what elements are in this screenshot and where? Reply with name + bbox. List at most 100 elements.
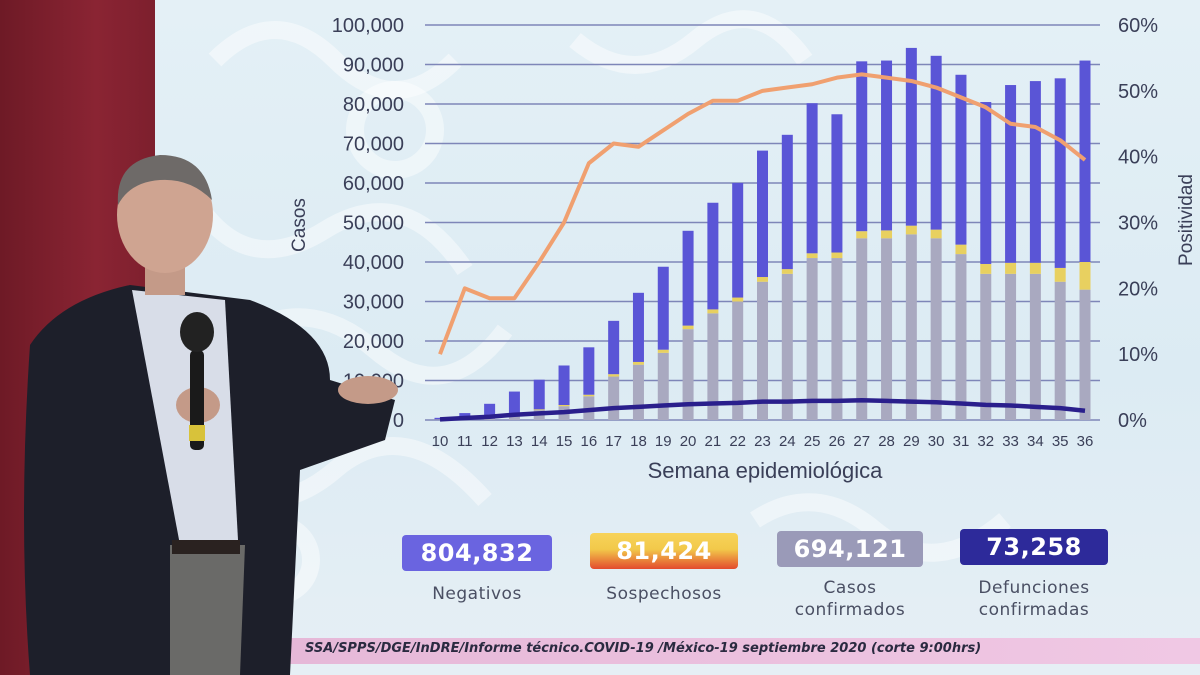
- bar-segment-2: [508, 391, 520, 414]
- sospechosos-caption: Sospechosos: [606, 584, 722, 604]
- bar-segment-0: [980, 273, 992, 420]
- x-tick-label: 28: [878, 433, 895, 450]
- bar-segment-2: [1054, 78, 1066, 268]
- bar-segment-1: [657, 349, 669, 353]
- y2-tick-label: 20%: [1118, 278, 1158, 300]
- bar-segment-1: [707, 309, 719, 314]
- bar-segment-0: [1005, 273, 1017, 420]
- bar-segment-1: [806, 253, 818, 259]
- bar-segment-0: [781, 273, 793, 420]
- defunciones-value: 73,258: [986, 533, 1082, 561]
- microphone-band: [189, 425, 205, 441]
- presenter-hair: [117, 155, 212, 205]
- bar-segment-1: [930, 229, 942, 239]
- presenter-belt: [172, 540, 240, 554]
- bar-segment-2: [955, 74, 967, 245]
- bar-segment-2: [1005, 85, 1017, 263]
- confirmados-value: 694,121: [793, 535, 907, 563]
- x-tick-label: 29: [903, 433, 920, 450]
- bar-segment-0: [1079, 289, 1091, 420]
- x-tick-label: 24: [779, 433, 796, 450]
- bar-segment-1: [1005, 262, 1017, 274]
- bar-segment-1: [955, 244, 967, 255]
- x-tick-label: 31: [953, 433, 970, 450]
- bar-segment-2: [558, 365, 570, 405]
- x-tick-label: 12: [481, 433, 498, 450]
- bar-segment-2: [707, 202, 719, 310]
- bar-segment-0: [831, 258, 843, 420]
- bar-segment-1: [558, 404, 570, 407]
- defunciones-badge: 73,258: [960, 529, 1108, 565]
- bar-segment-1: [831, 252, 843, 259]
- bar-segment-0: [508, 414, 520, 420]
- y-tick-label: 70,000: [343, 134, 404, 156]
- bar-segment-2: [757, 150, 768, 278]
- bar-segment-2: [1079, 60, 1091, 262]
- x-tick-label: 17: [605, 433, 622, 450]
- x-tick-label: 19: [655, 433, 672, 450]
- bar-segment-1: [632, 361, 644, 365]
- y2-axis-ticks: 60% 50% 40% 30% 20% 10% 0%: [1118, 15, 1158, 432]
- y-tick-label: 30,000: [343, 292, 404, 314]
- chart-bars: [434, 47, 1091, 420]
- bar-segment-2: [533, 379, 545, 410]
- source-footer-bar: [280, 638, 1200, 664]
- bar-segment-1: [1029, 262, 1041, 274]
- x-tick-label: 13: [506, 433, 523, 450]
- bar-segment-0: [905, 234, 917, 420]
- bar-segment-1: [781, 269, 793, 274]
- x-tick-label: 33: [1002, 433, 1019, 450]
- bar-segment-0: [930, 238, 942, 420]
- bar-segment-0: [632, 364, 644, 420]
- chart-lines: [438, 72, 1087, 422]
- bar-segment-1: [682, 325, 694, 330]
- bar-segment-2: [881, 60, 893, 231]
- bar-segment-0: [806, 258, 818, 420]
- bar-segment-0: [881, 238, 893, 420]
- bar-segment-2: [732, 183, 744, 298]
- x-axis-ticks: 10 11 12 13 14 15 16 17 18 19 20 21 22 23 24 25 26 27 28 29…: [432, 433, 1094, 450]
- bar-segment-0: [955, 254, 967, 420]
- bar-segment-2: [608, 320, 620, 375]
- x-tick-label: 18: [630, 433, 647, 450]
- y2-tick-label: 40%: [1118, 147, 1158, 169]
- bar-segment-2: [781, 134, 793, 270]
- bar-segment-1: [980, 263, 992, 274]
- x-tick-label: 26: [829, 433, 846, 450]
- y-tick-label: 80,000: [343, 94, 404, 116]
- series-line-0: [438, 72, 1087, 355]
- bar-segment-2: [806, 103, 818, 254]
- x-tick-label: 27: [853, 433, 870, 450]
- x-tick-label: 32: [977, 433, 994, 450]
- sospechosos-value: 81,424: [616, 537, 712, 565]
- bar-segment-0: [707, 313, 719, 420]
- bar-segment-2: [632, 292, 644, 362]
- defunciones-caption: Defunciones confirmadas: [978, 578, 1090, 620]
- y-tick-label: 50,000: [343, 213, 404, 235]
- y2-tick-label: 60%: [1118, 15, 1158, 37]
- bar-segment-2: [1029, 81, 1041, 263]
- y-axis-title: Casos: [289, 198, 310, 252]
- y-tick-label: 100,000: [332, 15, 404, 37]
- bar-segment-1: [1079, 262, 1091, 290]
- bar-segment-0: [1054, 281, 1066, 420]
- x-tick-label: 15: [556, 433, 573, 450]
- x-tick-label: 34: [1027, 433, 1044, 450]
- y2-tick-label: 10%: [1118, 344, 1158, 366]
- bar-segment-2: [856, 61, 868, 232]
- x-axis-title: Semana epidemiológica: [648, 458, 884, 483]
- y-tick-label: 90,000: [343, 55, 404, 77]
- confirmados-caption: Casos confirmados: [794, 578, 906, 620]
- bar-segment-2: [905, 47, 917, 226]
- x-tick-label: 25: [804, 433, 821, 450]
- bar-segment-2: [583, 347, 595, 395]
- x-tick-label: 23: [754, 433, 771, 450]
- bar-segment-0: [732, 301, 744, 420]
- source-note: SSA/SPPS/DGE/InDRE/Informe técnico.COVID…: [305, 641, 982, 656]
- x-tick-label: 36: [1077, 433, 1094, 450]
- bar-segment-0: [856, 238, 868, 420]
- bar-segment-2: [682, 230, 694, 326]
- y2-tick-label: 50%: [1118, 81, 1158, 103]
- y2-tick-label: 30%: [1118, 213, 1158, 235]
